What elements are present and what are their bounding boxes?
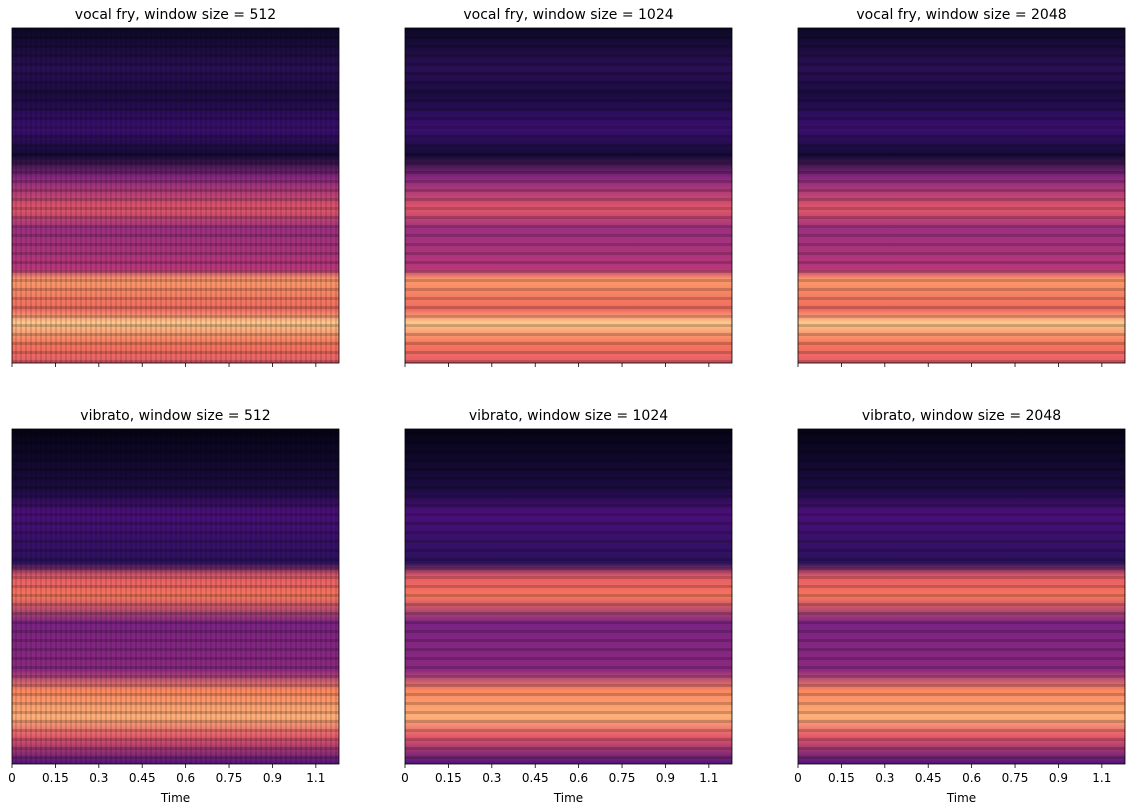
x-tick-label: 0.3 xyxy=(875,771,894,785)
x-tick-label: 0.9 xyxy=(263,771,282,785)
axes-frame xyxy=(11,27,340,364)
x-tick-label: 0.45 xyxy=(522,771,549,785)
spectrogram-texture xyxy=(405,429,732,764)
x-tick-label: 0.75 xyxy=(609,771,636,785)
x-tick-label: 0.6 xyxy=(569,771,588,785)
x-tick-label: 0.6 xyxy=(176,771,195,785)
x-axis-label: Time xyxy=(553,791,583,805)
x-tick-label: 0.9 xyxy=(1049,771,1068,785)
x-tick-label: 0.3 xyxy=(482,771,501,785)
x-tick-label: 0 xyxy=(794,771,802,785)
x-tick-label: 0.75 xyxy=(216,771,243,785)
chart-title: vocal fry, window size = 2048 xyxy=(856,7,1066,23)
spectrogram-texture xyxy=(12,28,339,363)
x-tick-label: 0.15 xyxy=(435,771,462,785)
x-tick-label: 0.75 xyxy=(1002,771,1029,785)
x-tick-label: 1.1 xyxy=(1092,771,1111,785)
chart-title: vibrato, window size = 512 xyxy=(80,408,270,424)
axes-frame xyxy=(11,428,340,765)
chart-title: vocal fry, window size = 1024 xyxy=(463,7,673,23)
axes-frame xyxy=(797,428,1126,765)
spectrogram-texture xyxy=(798,28,1125,363)
x-tick-label: 0.15 xyxy=(828,771,855,785)
spectrogram-texture xyxy=(798,429,1125,764)
x-tick-label: 0 xyxy=(401,771,409,785)
x-tick-label: 1.1 xyxy=(306,771,325,785)
axes-frame xyxy=(404,428,733,765)
x-tick-label: 0 xyxy=(8,771,16,785)
x-tick-label: 0.45 xyxy=(129,771,156,785)
x-tick-label: 0.45 xyxy=(915,771,942,785)
x-tick-label: 0.6 xyxy=(962,771,981,785)
x-tick-label: 0.15 xyxy=(42,771,69,785)
spectrogram-texture xyxy=(12,429,339,764)
x-axis-label: Time xyxy=(946,791,976,805)
x-tick-label: 0.9 xyxy=(656,771,675,785)
axes-frame xyxy=(404,27,733,364)
axes-frame xyxy=(797,27,1126,364)
chart-title: vocal fry, window size = 512 xyxy=(75,7,276,23)
chart-title: vibrato, window size = 1024 xyxy=(469,408,668,424)
spectrogram-texture xyxy=(405,28,732,363)
chart-title: vibrato, window size = 2048 xyxy=(862,408,1061,424)
x-tick-label: 1.1 xyxy=(699,771,718,785)
x-tick-label: 0.3 xyxy=(89,771,108,785)
x-axis-label: Time xyxy=(160,791,190,805)
